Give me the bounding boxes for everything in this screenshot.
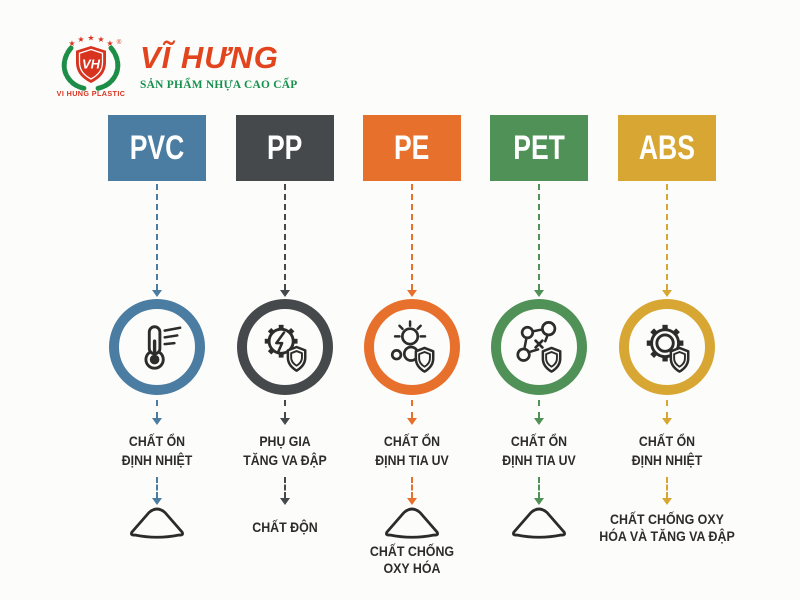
material-label-pe: PE [394,128,430,167]
additive-circle-abs [619,299,715,395]
output-label-line2: HÓA VÀ TĂNG VA ĐẬP [599,529,735,544]
column-pet: PET [469,0,609,600]
brand-wordmark: VĨ HƯNG [140,40,279,75]
monogram-text: VH [82,57,101,72]
laurel-branch-left-icon [61,45,88,91]
gear-shield-icon [646,324,690,373]
additive-label-line2: ĐỊNH NHIỆT [631,452,703,468]
star-icon: ★ [106,39,113,48]
column-abs: ABS [597,0,737,600]
dashed-down-arrow-icon [407,400,417,425]
additive-circle-pp [237,299,333,395]
pellet-pile-icon [385,507,439,539]
dashed-down-arrow-icon [534,400,544,425]
additive-label-line1: CHẤT ỔN [128,433,186,449]
material-box-pvc: PVC [108,115,206,181]
registered-mark: ® [117,38,122,46]
additive-label-line1: CHẤT ỔN [383,433,441,449]
output-label-abs: CHẤT CHỐNG OXY HÓA VÀ TĂNG VA ĐẬP [580,511,755,545]
thermometer-heat-icon [144,325,182,370]
material-box-pp: PP [236,115,334,181]
dashed-down-arrow-icon [280,400,290,425]
additive-label-line2: TĂNG VA ĐẬP [243,452,327,468]
material-label-abs: ABS [638,128,695,167]
pellet-pile-icon [512,507,566,539]
dashed-down-arrow-icon [280,184,290,297]
dashed-down-arrow-icon [534,184,544,297]
output-label-line1: CHẤT ĐỘN [252,520,318,535]
material-label-pvc: PVC [129,128,185,167]
additive-label-pe: CHẤT ỔN ĐỊNH TIA UV [337,432,487,470]
material-label-pet: PET [513,128,565,167]
vi-hung-crest-icon: ★ ★ ★ ★ ★ ® VH VI HUNG PLASTIC [57,34,126,98]
dashed-down-arrow-icon [534,477,544,505]
additive-label-line1: CHẤT ỔN [638,433,696,449]
output-label-line1: CHẤT CHỐNG [369,544,455,559]
laurel-branch-right-icon [94,45,121,91]
pellet-pile-icon [130,507,184,539]
dashed-down-arrow-icon [280,477,290,505]
additive-label-line1: CHẤT ỔN [510,433,568,449]
output-label-pe: CHẤT CHỐNG OXY HÓA [325,543,500,577]
additive-circle-pet [491,299,587,395]
dashed-down-arrow-icon [662,184,672,297]
output-label-line1: CHẤT CHỐNG OXY [610,512,724,527]
molecule-shield-icon [516,321,562,373]
dashed-down-arrow-icon [662,400,672,425]
material-box-pet: PET [490,115,588,181]
additive-label-line2: ĐỊNH NHIỆT [121,452,193,468]
gear-impact-shield-icon [264,324,307,372]
dashed-down-arrow-icon [152,400,162,425]
column-pvc: PVC CHẤT ỔN ĐỊNH NHIỆT [87,0,227,600]
additive-label-abs: CHẤT ỔN ĐỊNH NHIỆT [592,432,742,470]
brand-tagline: SẢN PHẨM NHỰA CAO CẤP [140,77,298,91]
company-name: VI HUNG PLASTIC [57,89,126,98]
additive-circle-pvc [109,299,205,395]
dashed-down-arrow-icon [662,477,672,505]
star-icon: ★ [87,34,94,43]
material-label-pp: PP [267,128,303,167]
additive-label-line2: ĐỊNH TIA UV [502,452,576,468]
column-pp: PP [215,0,355,600]
output-label-pp: CHẤT ĐỘN [198,519,373,536]
star-icon: ★ [97,35,104,44]
dashed-down-arrow-icon [407,477,417,505]
shield-inner-border [78,48,104,80]
additive-circle-pe [364,299,460,395]
star-icon: ★ [77,35,84,44]
dashed-down-arrow-icon [407,184,417,297]
output-label-line2: OXY HÓA [383,561,441,576]
additive-label-pp: PHỤ GIA TĂNG VA ĐẬP [210,432,360,470]
vi-hung-logo: ★ ★ ★ ★ ★ ® VH VI HUNG PLASTIC VĨ HƯNG S… [55,34,306,98]
star-icon: ★ [68,39,75,48]
additive-label-line1: PHỤ GIA [259,433,311,449]
material-box-abs: ABS [618,115,716,181]
column-pe: PE [342,0,482,600]
additive-label-pvc: CHẤT ỔN ĐỊNH NHIỆT [82,432,232,470]
dashed-down-arrow-icon [152,184,162,297]
sun-uv-shield-icon [390,320,435,373]
additive-label-pet: CHẤT ỔN ĐỊNH TIA UV [464,432,614,470]
material-box-pe: PE [363,115,461,181]
dashed-down-arrow-icon [152,477,162,505]
wordmark-block: VĨ HƯNG SẢN PHẨM NHỰA CAO CẤP [140,34,306,92]
additive-label-line2: ĐỊNH TIA UV [375,452,449,468]
